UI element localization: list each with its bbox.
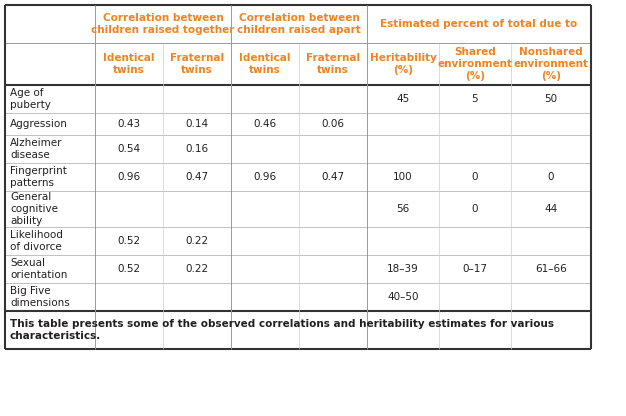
Text: Fingerprint
patterns: Fingerprint patterns <box>10 166 67 188</box>
Text: Heritability
(%): Heritability (%) <box>369 53 436 75</box>
Text: 0.96: 0.96 <box>118 172 141 182</box>
Text: 40–50: 40–50 <box>387 292 419 302</box>
Text: 0.22: 0.22 <box>185 264 208 274</box>
Text: 50: 50 <box>545 94 558 104</box>
Text: 0: 0 <box>472 204 478 214</box>
Text: 44: 44 <box>545 204 558 214</box>
Text: Identical
twins: Identical twins <box>103 53 155 75</box>
Bar <box>5 283 591 311</box>
Text: General
cognitive
ability: General cognitive ability <box>10 192 58 225</box>
Text: Fraternal
twins: Fraternal twins <box>306 53 360 75</box>
Bar <box>5 113 591 135</box>
Bar <box>5 5 591 43</box>
Text: 18–39: 18–39 <box>387 264 419 274</box>
Text: 0.22: 0.22 <box>185 236 208 246</box>
Text: 0.46: 0.46 <box>254 119 277 129</box>
Text: Likelihood
of divorce: Likelihood of divorce <box>10 230 63 252</box>
Text: 0.14: 0.14 <box>185 119 208 129</box>
Text: Age of
puberty: Age of puberty <box>10 88 51 110</box>
Bar <box>5 311 591 349</box>
Text: 100: 100 <box>393 172 413 182</box>
Text: Correlation between
children raised apart: Correlation between children raised apar… <box>237 13 361 35</box>
Bar <box>5 43 591 85</box>
Text: 0: 0 <box>548 172 554 182</box>
Bar <box>5 163 591 191</box>
Text: This table presents some of the observed correlations and heritability estimates: This table presents some of the observed… <box>10 319 554 341</box>
Text: Estimated percent of total due to: Estimated percent of total due to <box>381 19 578 29</box>
Text: 0–17: 0–17 <box>463 264 488 274</box>
Text: Aggression: Aggression <box>10 119 68 129</box>
Text: Sexual
orientation: Sexual orientation <box>10 258 68 280</box>
Text: Shared
environment
(%): Shared environment (%) <box>438 47 513 81</box>
Bar <box>5 227 591 255</box>
Text: 0: 0 <box>472 172 478 182</box>
Text: 0.16: 0.16 <box>185 144 208 154</box>
Text: Nonshared
environment
(%): Nonshared environment (%) <box>513 47 588 81</box>
Text: 0.52: 0.52 <box>118 264 141 274</box>
Text: 0.52: 0.52 <box>118 236 141 246</box>
Text: 0.47: 0.47 <box>321 172 344 182</box>
Bar <box>5 135 591 163</box>
Text: Correlation between
children raised together: Correlation between children raised toge… <box>91 13 235 35</box>
Bar <box>5 85 591 113</box>
Bar <box>5 255 591 283</box>
Text: 0.43: 0.43 <box>118 119 141 129</box>
Text: 0.47: 0.47 <box>185 172 208 182</box>
Text: 0.96: 0.96 <box>254 172 277 182</box>
Text: Fraternal
twins: Fraternal twins <box>170 53 224 75</box>
Text: Big Five
dimensions: Big Five dimensions <box>10 286 69 308</box>
Text: 56: 56 <box>396 204 409 214</box>
Text: 61–66: 61–66 <box>535 264 567 274</box>
Text: 0.54: 0.54 <box>118 144 141 154</box>
Text: 0.06: 0.06 <box>322 119 344 129</box>
Text: Identical
twins: Identical twins <box>239 53 290 75</box>
Bar <box>5 191 591 227</box>
Text: Alzheimer
disease: Alzheimer disease <box>10 138 63 160</box>
Text: 45: 45 <box>396 94 409 104</box>
Text: 5: 5 <box>471 94 478 104</box>
